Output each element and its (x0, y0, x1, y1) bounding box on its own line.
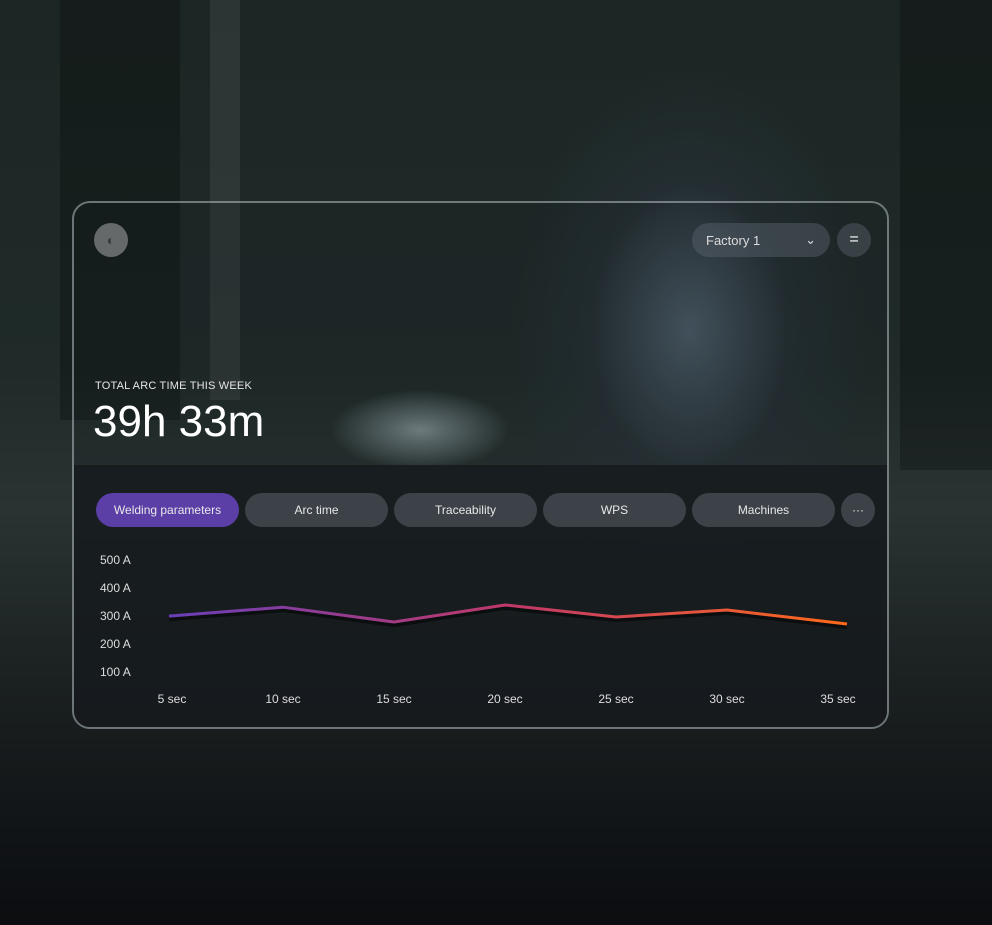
x-tick-label: 10 sec (265, 692, 301, 706)
dashboard-card: ◐ Factory 1 ⌄ = TOTAL ARC TIME THIS WEEK… (72, 201, 889, 729)
kpi-label: TOTAL ARC TIME THIS WEEK (95, 380, 252, 392)
factory-select[interactable]: Factory 1 ⌄ (692, 223, 830, 257)
x-tick-label: 20 sec (487, 692, 523, 706)
kpi-value: 39h 33m (93, 397, 265, 446)
chevron-down-icon: ⌄ (805, 232, 816, 247)
x-tick-label: 5 sec (157, 692, 187, 706)
y-tick-label: 500 A (100, 553, 131, 567)
tab-wps[interactable]: WPS (543, 493, 686, 527)
series-line (168, 603, 848, 626)
x-tick-label: 25 sec (598, 692, 634, 706)
menu-icon: = (849, 231, 859, 248)
tab-bar: Welding parameters Arc time Traceability… (96, 493, 875, 527)
y-tick-label: 200 A (100, 637, 131, 651)
tab-traceability[interactable]: Traceability (394, 493, 537, 527)
more-tabs-button[interactable]: ··· (841, 493, 875, 527)
tab-welding-parameters[interactable]: Welding parameters (96, 493, 239, 527)
tab-arc-time[interactable]: Arc time (245, 493, 388, 527)
menu-button[interactable]: = (837, 223, 871, 257)
logo-icon: ◐ (94, 223, 128, 257)
x-tick-label: 30 sec (709, 692, 745, 706)
y-tick-label: 300 A (100, 609, 131, 623)
y-tick-label: 400 A (100, 581, 131, 595)
series-line-shadow (168, 603, 848, 629)
line-chart: 500 A 400 A 300 A 200 A 100 A 5 sec 10 sec 15 s… (74, 543, 887, 723)
card-header (74, 203, 887, 465)
x-tick-label: 15 sec (376, 692, 412, 706)
chart-svg (168, 603, 848, 629)
x-tick-label: 35 sec (820, 692, 856, 706)
tab-machines[interactable]: Machines (692, 493, 835, 527)
y-tick-label: 100 A (100, 665, 131, 679)
factory-select-value: Factory 1 (706, 232, 761, 248)
